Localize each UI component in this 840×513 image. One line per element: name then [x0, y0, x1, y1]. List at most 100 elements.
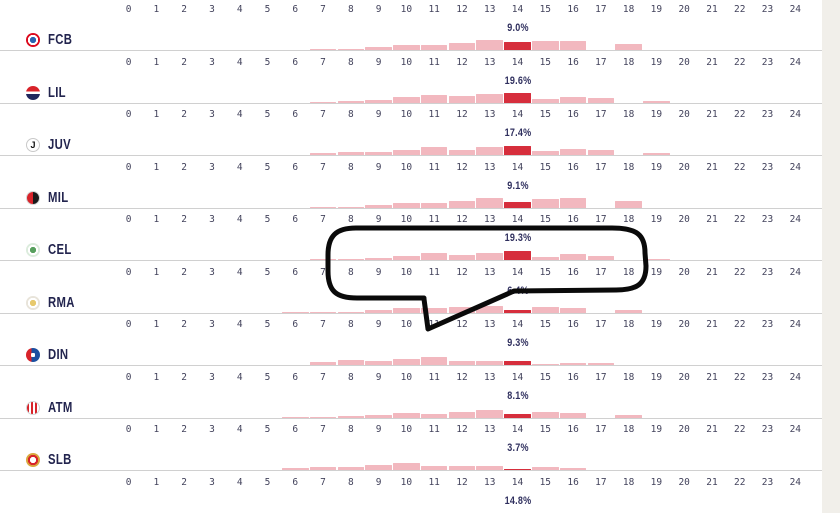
histogram-bar[interactable] [448, 411, 476, 418]
histogram-bar[interactable] [448, 465, 476, 471]
histogram-bar[interactable] [559, 197, 587, 208]
histogram-bar[interactable] [309, 259, 337, 261]
histogram-bar[interactable] [393, 463, 420, 471]
histogram-bar[interactable] [615, 414, 642, 418]
histogram-bar[interactable] [309, 311, 337, 313]
team-label-group[interactable]: FCB [26, 32, 79, 48]
histogram-bar[interactable] [420, 147, 448, 156]
histogram-bar[interactable] [420, 45, 448, 50]
team-label-group[interactable]: SLB [26, 452, 78, 468]
histogram-bar[interactable] [559, 41, 587, 50]
team-label-group[interactable]: MIL [26, 190, 74, 206]
histogram-bar[interactable] [587, 98, 615, 103]
histogram-bar[interactable] [532, 41, 559, 50]
histogram-bar[interactable] [337, 49, 365, 50]
histogram-bar[interactable] [282, 467, 309, 471]
histogram-bar[interactable] [559, 149, 587, 156]
histogram-bar[interactable] [532, 363, 559, 366]
histogram-bar-highlighted[interactable] [504, 146, 531, 156]
histogram-bar[interactable] [420, 357, 448, 366]
histogram-bar[interactable] [643, 258, 670, 261]
histogram-bar[interactable] [393, 150, 420, 156]
histogram-bar[interactable] [643, 101, 670, 103]
histogram-bar[interactable] [309, 467, 337, 471]
histogram-bar[interactable] [365, 361, 392, 366]
histogram-bar[interactable] [393, 413, 420, 418]
histogram-bar[interactable] [337, 100, 365, 103]
team-label-group[interactable]: ATM [26, 400, 80, 416]
histogram-bar[interactable] [393, 97, 420, 103]
histogram-bar-highlighted[interactable] [504, 42, 531, 50]
histogram-bar[interactable] [448, 361, 476, 366]
histogram-bar[interactable] [420, 413, 448, 418]
histogram-bar[interactable] [282, 417, 309, 418]
histogram-bar[interactable] [476, 147, 503, 156]
histogram-bar[interactable] [476, 252, 503, 261]
histogram-bar[interactable] [309, 49, 337, 50]
histogram-bar[interactable] [365, 465, 392, 471]
scrollbar-track[interactable] [822, 0, 840, 513]
histogram-bar[interactable] [615, 44, 642, 50]
histogram-bar[interactable] [587, 150, 615, 156]
histogram-bar[interactable] [365, 100, 392, 103]
histogram-bar[interactable] [448, 200, 476, 208]
histogram-bar[interactable] [309, 361, 337, 366]
team-label-group[interactable]: CEL [26, 242, 78, 258]
histogram-bar[interactable] [393, 358, 420, 366]
histogram-bar[interactable] [420, 202, 448, 208]
histogram-bar[interactable] [337, 467, 365, 471]
histogram-bar[interactable] [393, 202, 420, 208]
histogram-bar[interactable] [420, 95, 448, 103]
team-label-group[interactable]: DIN [26, 347, 74, 363]
histogram-bar[interactable] [476, 198, 503, 208]
histogram-bar-highlighted[interactable] [504, 92, 531, 103]
histogram-bar[interactable] [337, 152, 365, 156]
histogram-bar-highlighted[interactable] [504, 201, 531, 208]
histogram-bar[interactable] [615, 200, 642, 208]
histogram-bar[interactable] [476, 40, 503, 50]
histogram-bar[interactable] [365, 204, 392, 208]
histogram-bar[interactable] [448, 96, 476, 103]
histogram-bar[interactable] [615, 469, 642, 471]
team-label-group[interactable]: LIL [26, 85, 71, 101]
histogram-bar[interactable] [365, 47, 392, 50]
histogram-bar[interactable] [559, 97, 587, 103]
histogram-bar[interactable] [559, 467, 587, 471]
histogram-bar[interactable] [365, 152, 392, 156]
histogram-bar-highlighted[interactable] [504, 360, 531, 366]
histogram-bar[interactable] [532, 467, 559, 471]
histogram-bar[interactable] [643, 153, 670, 156]
histogram-bar[interactable] [476, 306, 503, 313]
histogram-bar-highlighted[interactable] [504, 250, 531, 261]
team-label-group[interactable]: RMA [26, 295, 82, 311]
histogram-bar[interactable] [559, 362, 587, 366]
histogram-bar[interactable] [337, 416, 365, 418]
histogram-bar[interactable] [532, 198, 559, 208]
histogram-bar[interactable] [448, 43, 476, 50]
histogram-bar[interactable] [309, 416, 337, 418]
histogram-bar[interactable] [448, 149, 476, 156]
histogram-bar[interactable] [643, 364, 670, 366]
histogram-bar[interactable] [420, 466, 448, 471]
histogram-bar[interactable] [476, 409, 503, 418]
histogram-bar[interactable] [559, 413, 587, 418]
histogram-bar[interactable] [365, 415, 392, 418]
histogram-bar-highlighted[interactable] [504, 469, 531, 471]
team-label-group[interactable]: J JUV [26, 137, 77, 153]
histogram-bar[interactable] [532, 151, 559, 156]
histogram-bar[interactable] [337, 206, 365, 208]
histogram-bar[interactable] [393, 45, 420, 50]
histogram-bar[interactable] [309, 153, 337, 156]
histogram-bar-highlighted[interactable] [504, 413, 531, 418]
histogram-bar[interactable] [282, 364, 309, 366]
histogram-bar[interactable] [309, 101, 337, 103]
histogram-bar[interactable] [476, 360, 503, 366]
histogram-bar[interactable] [420, 253, 448, 261]
histogram-bar[interactable] [309, 206, 337, 208]
histogram-bar[interactable] [476, 465, 503, 471]
histogram-bar[interactable] [476, 94, 503, 103]
histogram-bar[interactable] [337, 359, 365, 366]
histogram-bar[interactable] [587, 363, 615, 366]
histogram-bar[interactable] [532, 99, 559, 103]
histogram-bar[interactable] [532, 411, 559, 418]
